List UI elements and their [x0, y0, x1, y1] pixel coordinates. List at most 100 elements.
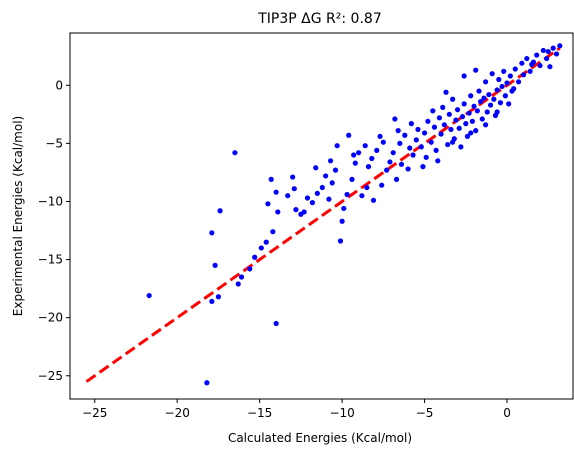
data-point	[436, 115, 443, 121]
data-point	[425, 118, 431, 124]
data-point	[445, 141, 451, 148]
data-point	[395, 128, 401, 134]
data-point	[515, 79, 522, 85]
data-point	[474, 108, 480, 114]
data-point	[481, 95, 487, 101]
data-point	[473, 128, 479, 134]
data-point	[215, 294, 222, 300]
data-point	[313, 165, 319, 171]
y-tick-label: −25	[38, 369, 63, 383]
data-point	[463, 121, 469, 127]
data-point	[365, 164, 372, 170]
data-point	[489, 71, 495, 77]
data-point	[430, 108, 436, 114]
data-point	[487, 102, 494, 108]
x-axis-ticks: −25 −20 −15 −10 −5 0	[82, 399, 511, 420]
data-point	[527, 68, 533, 74]
data-point	[362, 143, 368, 149]
data-point	[507, 73, 513, 79]
data-point	[459, 114, 466, 120]
data-point	[235, 281, 241, 287]
data-point	[491, 96, 497, 102]
plot-area-frame	[69, 32, 574, 400]
data-point	[370, 197, 377, 203]
data-point	[270, 229, 276, 235]
data-point	[482, 122, 489, 128]
data-point	[428, 139, 434, 145]
chart-title: TIP3P ΔG R²: 0.87	[257, 11, 381, 27]
x-axis-label: Calculated Energies (Kcal/mol)	[228, 431, 412, 445]
data-point	[209, 230, 215, 236]
data-point	[476, 88, 482, 94]
y-axis-ticks: −25 −20 −15 −10 −5 0	[38, 78, 70, 383]
data-point	[392, 116, 398, 122]
data-point	[431, 124, 438, 130]
x-tick-label: −25	[82, 406, 107, 420]
data-point	[334, 143, 340, 149]
data-point	[407, 145, 413, 151]
data-point	[390, 150, 396, 156]
data-point	[304, 195, 311, 201]
y-tick-label: −20	[38, 311, 63, 325]
data-point	[550, 45, 556, 51]
data-point	[265, 201, 271, 207]
data-point	[540, 47, 546, 54]
data-point	[352, 160, 358, 166]
data-point	[448, 126, 454, 133]
data-point	[502, 93, 508, 99]
data-point	[341, 205, 347, 212]
data-point	[204, 380, 210, 386]
data-point	[346, 132, 352, 138]
data-point	[529, 61, 535, 67]
data-point	[440, 104, 446, 110]
data-point	[247, 266, 253, 272]
data-point	[238, 274, 245, 280]
data-point	[349, 176, 355, 182]
data-point	[301, 209, 307, 215]
data-point	[504, 80, 510, 86]
data-point	[356, 150, 362, 156]
data-point	[332, 167, 339, 173]
data-point	[464, 133, 471, 140]
data-point	[547, 64, 553, 70]
y-tick-label: 0	[55, 78, 63, 92]
data-point	[402, 132, 408, 138]
data-point	[344, 191, 350, 198]
data-point	[327, 158, 334, 164]
data-point	[471, 103, 477, 109]
data-point	[217, 208, 223, 214]
data-point	[482, 79, 489, 85]
data-point	[420, 164, 426, 170]
data-point	[466, 110, 472, 116]
data-point	[484, 109, 490, 115]
y-tick-label: −15	[38, 253, 63, 267]
data-point	[319, 184, 325, 191]
data-point	[473, 67, 479, 73]
data-point	[273, 320, 279, 327]
data-point	[329, 180, 335, 186]
data-point	[494, 109, 500, 115]
data-point	[380, 139, 386, 145]
data-point	[441, 122, 447, 128]
data-point	[323, 173, 329, 179]
data-point	[408, 121, 414, 127]
data-point	[557, 43, 563, 49]
y-tick-label: −5	[45, 136, 63, 150]
y-tick-label: −10	[38, 194, 63, 208]
data-point	[413, 137, 419, 143]
data-point	[497, 100, 504, 106]
data-point	[468, 130, 474, 136]
data-point	[397, 140, 403, 146]
data-point	[212, 262, 218, 268]
data-point	[393, 176, 400, 182]
data-point	[268, 176, 274, 182]
data-point	[469, 118, 475, 124]
data-point	[387, 159, 393, 165]
data-point	[494, 87, 500, 93]
data-point	[314, 190, 320, 196]
data-point	[369, 155, 375, 162]
data-point	[553, 51, 560, 57]
data-point	[443, 89, 449, 95]
data-point	[468, 93, 474, 99]
